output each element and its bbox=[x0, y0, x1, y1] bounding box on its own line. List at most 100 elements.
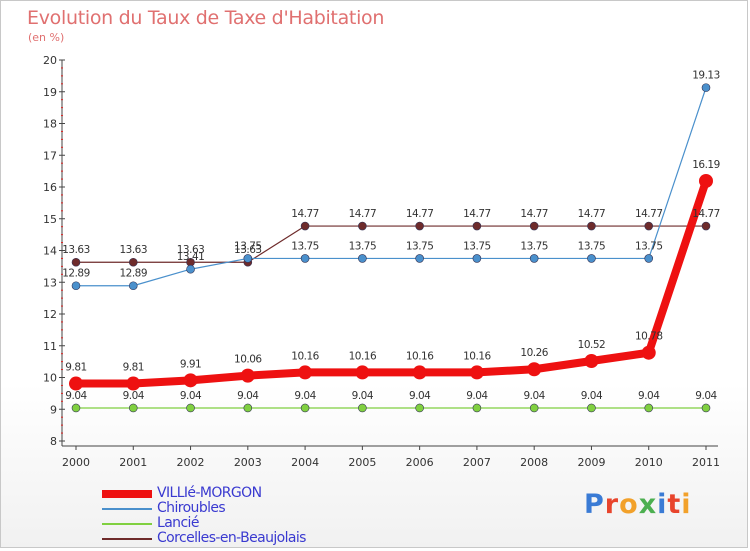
data-point-villi-morgon bbox=[183, 373, 198, 388]
logo-letter: i bbox=[681, 489, 692, 520]
data-point-lanci- bbox=[415, 403, 424, 413]
data-point-villi-morgon bbox=[641, 345, 656, 360]
data-label-chiroubles: 13.75 bbox=[578, 240, 606, 252]
data-label-chiroubles: 13.75 bbox=[234, 240, 262, 252]
chart-title: Evolution du Taux de Taxe d'Habitation bbox=[27, 7, 385, 29]
legend-label-corcelles-en-beaujolais: Corcelles-en-Beaujolais bbox=[157, 530, 306, 546]
data-label-lanci-: 9.04 bbox=[466, 390, 488, 402]
data-point-lanci- bbox=[300, 403, 310, 413]
data-label-villi-morgon: 10.26 bbox=[520, 347, 548, 359]
data-label-lanci-: 9.04 bbox=[695, 390, 717, 402]
data-point-chiroubles bbox=[71, 281, 81, 291]
chart-subtitle: (en %) bbox=[28, 31, 65, 44]
x-tick-label: 2002 bbox=[177, 456, 205, 469]
series-line-villi-morgon bbox=[72, 176, 710, 388]
y-tick-label: 10 bbox=[43, 372, 57, 385]
x-tick-label: 2006 bbox=[406, 456, 434, 469]
data-point-villi-morgon bbox=[584, 353, 599, 368]
proxiti-logo: Proxiti bbox=[584, 489, 692, 520]
data-label-corcelles-en-beaujolais: 14.77 bbox=[463, 208, 491, 220]
data-label-villi-morgon: 10.06 bbox=[234, 354, 262, 366]
data-point-villi-morgon bbox=[298, 365, 313, 380]
data-label-lanci-: 9.04 bbox=[123, 390, 145, 402]
logo-letter: x bbox=[638, 489, 658, 520]
data-point-chiroubles bbox=[186, 264, 195, 274]
data-label-corcelles-en-beaujolais: 14.77 bbox=[520, 208, 548, 220]
data-point-lanci- bbox=[701, 403, 711, 413]
data-point-chiroubles bbox=[472, 254, 482, 263]
y-tick-label: 9 bbox=[50, 403, 57, 416]
data-point-chiroubles bbox=[587, 254, 596, 263]
data-point-chiroubles bbox=[128, 281, 138, 291]
x-tick-label: 2008 bbox=[520, 456, 548, 469]
data-label-lanci-: 9.04 bbox=[409, 390, 431, 402]
data-point-lanci- bbox=[472, 403, 482, 413]
data-point-corcelles-en-beaujolais bbox=[128, 257, 138, 267]
y-tick-label: 15 bbox=[43, 213, 57, 226]
data-point-corcelles-en-beaujolais bbox=[300, 221, 310, 231]
data-point-villi-morgon bbox=[126, 376, 141, 391]
data-point-corcelles-en-beaujolais bbox=[358, 221, 367, 231]
legend-swatch-chiroubles bbox=[102, 507, 152, 510]
data-label-chiroubles: 13.75 bbox=[520, 240, 548, 252]
data-label-chiroubles: 13.75 bbox=[349, 240, 377, 252]
data-label-lanci-: 9.04 bbox=[638, 390, 660, 402]
data-label-corcelles-en-beaujolais: 14.77 bbox=[291, 208, 319, 220]
data-label-corcelles-en-beaujolais: 14.77 bbox=[635, 208, 663, 220]
logo-letter: t bbox=[667, 489, 682, 520]
x-tick-label: 2010 bbox=[635, 456, 663, 469]
y-tick-label: 13 bbox=[43, 276, 57, 289]
data-label-corcelles-en-beaujolais: 14.77 bbox=[692, 208, 720, 220]
y-tick-label: 8 bbox=[50, 435, 57, 448]
legend-label-villie-morgon: VILLIé-MORGON bbox=[157, 485, 262, 501]
y-tick-label: 18 bbox=[43, 118, 57, 131]
data-label-corcelles-en-beaujolais: 13.63 bbox=[62, 244, 90, 256]
data-point-chiroubles bbox=[300, 254, 310, 263]
series-line-chiroubles bbox=[75, 87, 707, 287]
data-point-chiroubles bbox=[701, 83, 711, 92]
data-label-corcelles-en-beaujolais: 14.77 bbox=[349, 208, 377, 220]
y-tick-label: 12 bbox=[43, 308, 57, 321]
data-label-villi-morgon: 10.16 bbox=[291, 350, 319, 362]
data-point-corcelles-en-beaujolais bbox=[529, 221, 539, 231]
data-label-villi-morgon: 10.16 bbox=[463, 350, 491, 362]
logo-letter: r bbox=[604, 489, 620, 520]
legend-swatch-villie-morgon bbox=[102, 489, 152, 498]
data-point-chiroubles bbox=[415, 254, 424, 263]
y-tick-label: 14 bbox=[43, 245, 57, 258]
x-tick-label: 2007 bbox=[463, 456, 491, 469]
x-tick-label: 2004 bbox=[291, 456, 319, 469]
data-label-villi-morgon: 10.16 bbox=[406, 350, 434, 362]
legend-swatch-corcelles-en-beaujolais bbox=[102, 537, 152, 540]
data-point-lanci- bbox=[243, 403, 253, 413]
data-point-lanci- bbox=[529, 403, 539, 413]
data-label-lanci-: 9.04 bbox=[523, 390, 545, 402]
data-label-lanci-: 9.04 bbox=[352, 390, 374, 402]
data-label-chiroubles: 13.75 bbox=[406, 240, 434, 252]
data-label-lanci-: 9.04 bbox=[237, 390, 259, 402]
logo-letter: P bbox=[584, 489, 605, 520]
data-point-lanci- bbox=[358, 403, 367, 413]
x-tick-label: 2001 bbox=[119, 456, 147, 469]
data-point-chiroubles bbox=[358, 254, 367, 263]
data-label-villi-morgon: 9.81 bbox=[65, 362, 86, 374]
data-point-corcelles-en-beaujolais bbox=[71, 257, 81, 267]
data-label-chiroubles: 13.75 bbox=[635, 240, 663, 252]
data-point-villi-morgon bbox=[355, 365, 370, 380]
logo-letter: i bbox=[657, 489, 668, 520]
data-label-villi-morgon: 9.91 bbox=[180, 358, 201, 370]
data-point-lanci- bbox=[186, 403, 195, 413]
data-label-lanci-: 9.04 bbox=[65, 390, 87, 402]
legend-label-lancie: Lancié bbox=[157, 515, 199, 531]
y-tick-label: 16 bbox=[43, 181, 57, 194]
data-label-chiroubles: 13.75 bbox=[463, 240, 491, 252]
data-point-corcelles-en-beaujolais bbox=[472, 221, 482, 231]
data-point-corcelles-en-beaujolais bbox=[415, 221, 424, 231]
x-tick-label: 2009 bbox=[577, 456, 605, 469]
data-point-corcelles-en-beaujolais bbox=[587, 221, 596, 231]
data-point-villi-morgon bbox=[469, 365, 484, 380]
data-point-chiroubles bbox=[243, 254, 253, 263]
legend-swatch-lancie bbox=[102, 522, 152, 525]
y-tick-label: 11 bbox=[43, 340, 57, 353]
data-label-lanci-: 9.04 bbox=[581, 390, 603, 402]
